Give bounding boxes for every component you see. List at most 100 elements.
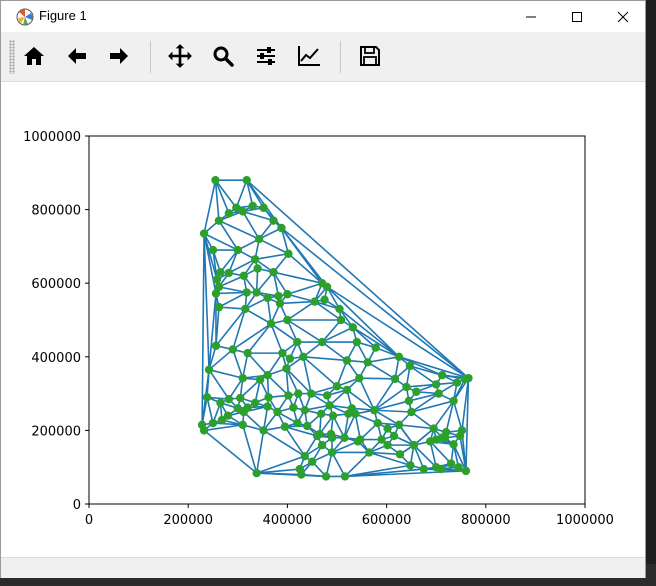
edit-axis-button[interactable] <box>292 39 326 73</box>
toolbar-grip[interactable] <box>9 40 15 74</box>
data-point <box>297 470 306 479</box>
mesh-edge <box>343 413 357 439</box>
mesh-edge <box>273 271 323 284</box>
data-point <box>461 466 471 476</box>
save-button[interactable] <box>353 39 387 73</box>
data-point <box>402 382 411 392</box>
data-point <box>394 352 404 361</box>
mesh-edge <box>358 377 375 411</box>
navigation-toolbar <box>1 32 645 82</box>
mesh-edge <box>208 368 243 379</box>
y-tick-label: 0 <box>73 498 81 513</box>
minimize-button[interactable] <box>508 1 554 32</box>
mesh-edge <box>218 220 239 251</box>
maximize-button[interactable] <box>554 1 600 32</box>
mesh-edge <box>429 440 452 465</box>
mesh-edge <box>398 424 434 430</box>
mesh-edge <box>367 361 396 380</box>
mesh-edge <box>203 233 210 370</box>
mesh-edge <box>258 238 289 255</box>
data-point <box>216 398 225 407</box>
data-point <box>348 323 358 332</box>
mesh-edge <box>373 378 396 411</box>
mesh-edge <box>406 383 437 388</box>
data-point <box>211 175 220 185</box>
mesh-edge <box>241 424 258 474</box>
close-button[interactable] <box>600 1 646 32</box>
matplotlib-app-icon <box>16 8 34 26</box>
data-point <box>269 267 278 277</box>
maximize-icon <box>572 11 582 22</box>
data-point <box>197 420 207 430</box>
data-point <box>284 249 293 258</box>
data-point <box>263 293 272 303</box>
mesh-edge <box>279 300 315 305</box>
mesh-edge <box>203 179 217 234</box>
mesh-edge <box>218 219 260 240</box>
pan-button[interactable] <box>163 39 197 73</box>
data-point <box>224 209 234 218</box>
mesh-edge <box>286 300 316 321</box>
axes-frame <box>88 135 586 505</box>
data-point <box>317 440 327 450</box>
zoom-button[interactable] <box>206 39 240 73</box>
toolbar-separator <box>340 41 341 73</box>
data-point <box>390 374 400 384</box>
mesh-edge <box>331 440 359 454</box>
mesh-edge <box>369 451 401 456</box>
home-button[interactable] <box>17 39 51 73</box>
data-point <box>352 337 362 347</box>
forward-button[interactable] <box>102 39 136 73</box>
mesh-edge <box>208 369 230 400</box>
x-axis-ticks: 0 200000 400000 600000 800000 1000000 <box>85 504 614 528</box>
figure-canvas[interactable]: 0 200000 400000 600000 800000 1000000 0 200000… <box>9 82 639 556</box>
data-point <box>370 405 379 415</box>
data-point <box>316 409 326 419</box>
mesh-edge <box>398 356 443 376</box>
data-point <box>274 291 283 301</box>
data-point <box>300 451 309 461</box>
data-point <box>211 341 221 350</box>
mesh-edge <box>285 368 290 396</box>
data-point <box>289 403 298 412</box>
data-point <box>280 422 290 431</box>
arrow-right-icon <box>110 48 128 64</box>
mesh-edge <box>284 426 306 457</box>
data-point <box>238 207 247 216</box>
mesh-edge <box>408 392 439 402</box>
mesh-edge <box>203 233 217 294</box>
mesh-edge <box>359 377 396 380</box>
mesh-edge <box>411 400 454 413</box>
mesh-edge <box>326 286 400 358</box>
y-tick-label: 1000000 <box>23 130 81 145</box>
mesh-edge <box>218 306 246 310</box>
data-point <box>321 472 331 481</box>
sliders-icon <box>257 47 275 65</box>
mesh-edge <box>321 341 348 362</box>
scatter-plot[interactable]: 0 200000 400000 600000 800000 1000000 0 200000… <box>9 82 639 556</box>
data-point <box>300 405 309 415</box>
data-point <box>250 255 260 264</box>
mesh-edge <box>367 356 400 364</box>
mesh-edge <box>256 271 275 293</box>
data-point <box>263 402 272 411</box>
data-point <box>242 288 251 297</box>
mesh-edge <box>218 291 248 308</box>
x-tick-label: 800000 <box>461 513 511 528</box>
data-point <box>419 464 428 474</box>
mesh-edge <box>287 293 315 303</box>
mesh-edge <box>263 429 306 457</box>
data-point <box>238 420 247 430</box>
configure-subplots-button[interactable] <box>249 39 283 73</box>
mesh-edge <box>284 425 318 437</box>
mesh-edge <box>326 286 469 379</box>
title-bar[interactable]: Figure 1 <box>1 1 645 32</box>
mesh-edge <box>212 422 243 426</box>
back-button[interactable] <box>60 39 94 73</box>
data-point <box>440 433 450 442</box>
data-point <box>264 393 273 402</box>
mesh-edge <box>280 227 328 288</box>
mesh-edge <box>373 386 407 411</box>
mesh-edge <box>413 444 437 468</box>
mesh-edge <box>245 179 254 207</box>
